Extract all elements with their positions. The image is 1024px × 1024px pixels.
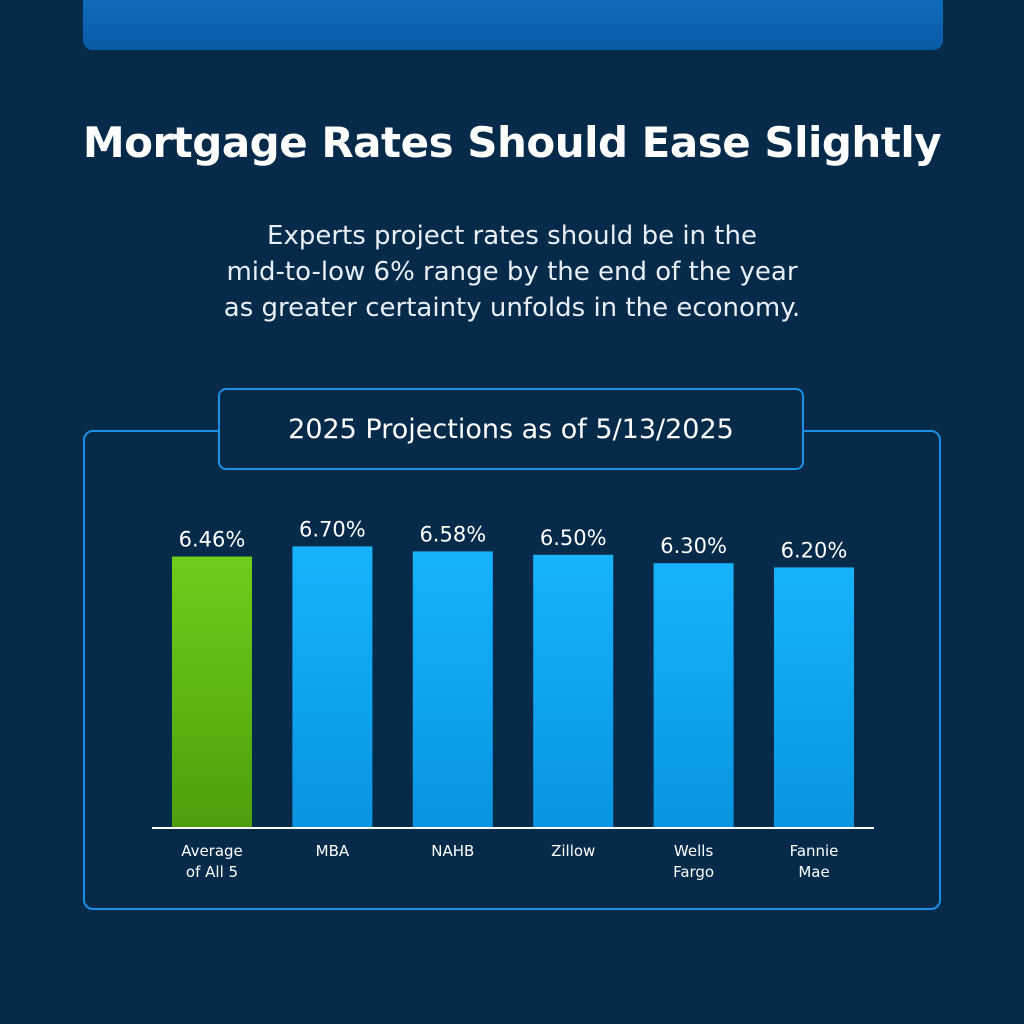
category-label-5: Fannie Mae [790, 842, 839, 881]
bar-3 [533, 554, 614, 828]
value-label-4: 6.30% [660, 534, 727, 558]
category-label-0: Average of All 5 [181, 842, 243, 881]
subtitle-line-3: as greater certainty unfolds in the econ… [223, 293, 801, 323]
value-label-1: 6.70% [299, 517, 366, 541]
value-label-2: 6.58% [419, 522, 486, 546]
category-label-1: MBA [316, 842, 350, 860]
value-label-3: 6.50% [540, 526, 607, 550]
bar-2 [412, 551, 493, 828]
bars-group: 6.46% Average of All 5 6.70% MBA 6.58% NAHB 6.5… [172, 517, 854, 881]
chart-title: 2025 Projections as of 5/13/2025 [288, 413, 734, 445]
bar-5 [774, 567, 854, 828]
chart-title-box: 2025 Projections as of 5/13/2025 [218, 388, 804, 470]
bar-4 [653, 563, 734, 828]
category-label-3: Zillow [551, 842, 595, 860]
category-label-2: NAHB [431, 842, 474, 860]
value-label-5: 6.20% [781, 538, 848, 562]
value-label-0: 6.46% [179, 528, 246, 552]
subtitle: Experts project rates should be in the m… [112, 218, 912, 326]
headline: Mortgage Rates Should Ease Slightly [82, 118, 942, 167]
bar-1 [292, 546, 373, 828]
category-label-4: Wells Fargo [673, 842, 714, 881]
bar-0 [172, 556, 252, 828]
subtitle-line-2: mid-to-low 6% range by the end of the ye… [226, 257, 798, 287]
top-banner [83, 0, 943, 50]
subtitle-line-1: Experts project rates should be in the [267, 221, 757, 251]
